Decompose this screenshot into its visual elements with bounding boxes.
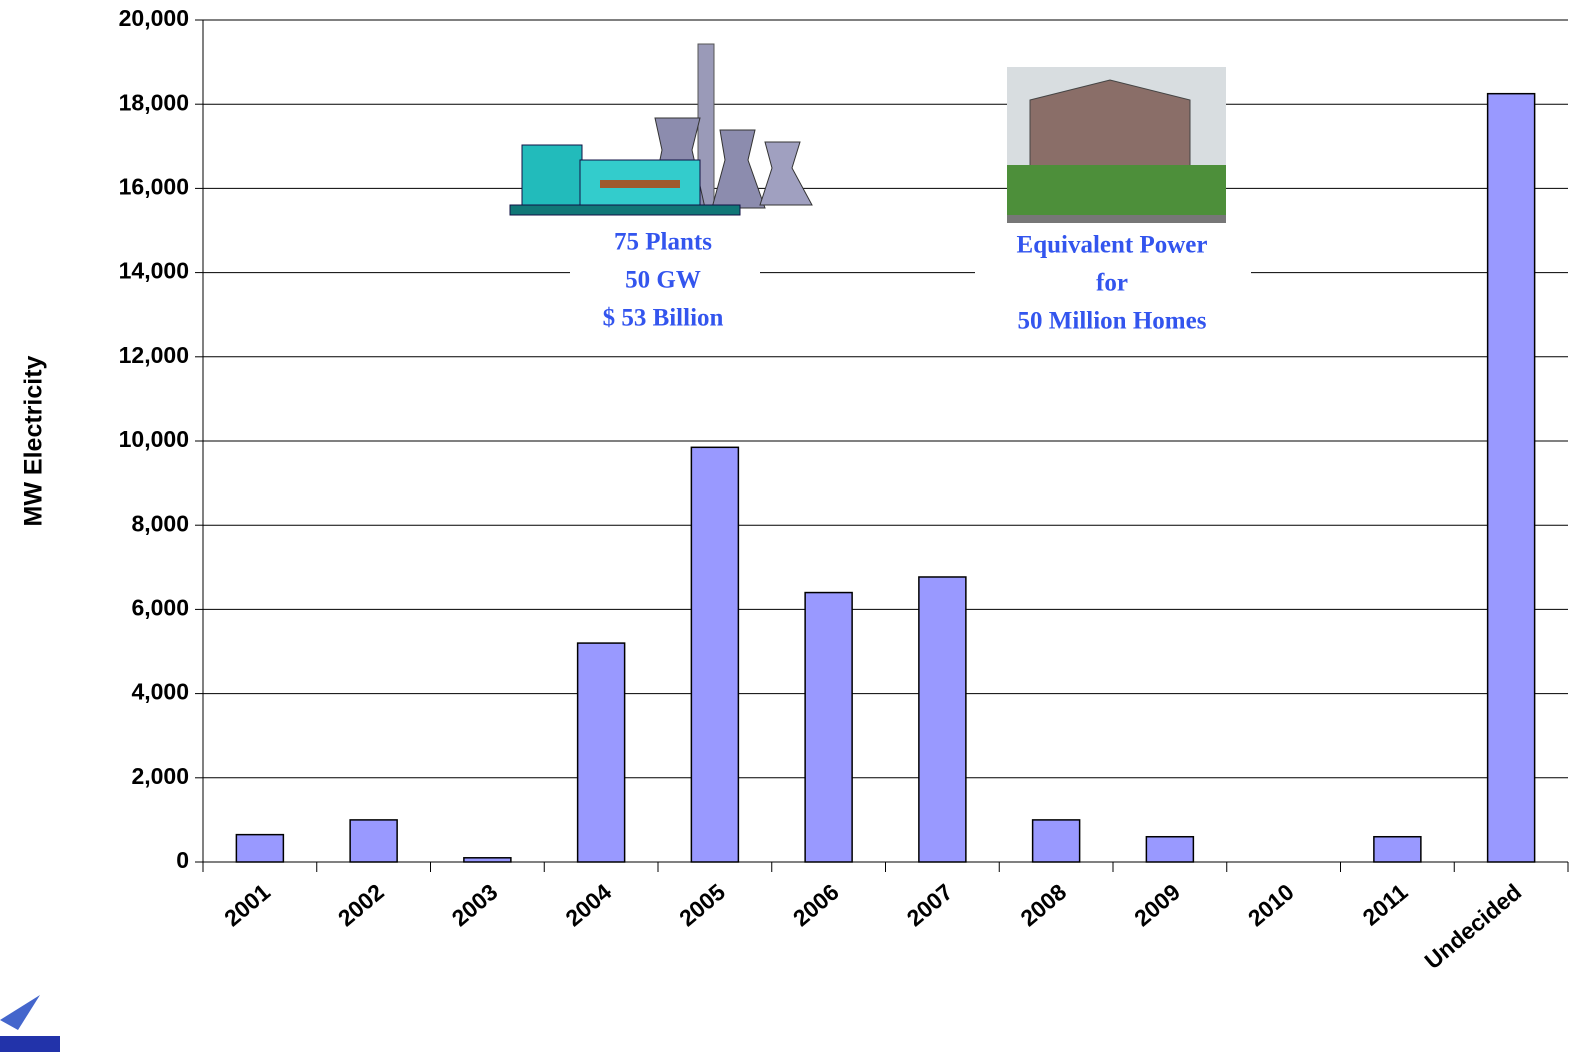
y-tick-label: 0 [176, 847, 189, 873]
bar [691, 447, 738, 862]
bar [1488, 94, 1535, 862]
annotation: Equivalent Power [1017, 232, 1208, 259]
x-tick-label: 2004 [560, 878, 616, 931]
y-tick-label: 14,000 [119, 258, 189, 284]
x-tick-label: 2009 [1129, 879, 1185, 932]
bar [236, 835, 283, 862]
annotation: 50 Million Homes [1018, 308, 1207, 335]
y-tick-label: 6,000 [131, 594, 189, 620]
bar [464, 858, 511, 862]
y-tick-label: 16,000 [119, 173, 189, 199]
bar [919, 577, 966, 862]
y-tick-label: 4,000 [131, 679, 189, 705]
y-tick-label: 8,000 [131, 510, 189, 536]
y-tick-label: 12,000 [119, 342, 189, 368]
logo [0, 995, 60, 1052]
x-tick-label: 2006 [788, 879, 844, 932]
x-tick-label: 2002 [333, 879, 389, 932]
grid [195, 20, 1568, 872]
y-axis-label: MW Electricity [20, 355, 48, 526]
bar [1033, 820, 1080, 862]
x-tick-label: 2008 [1015, 878, 1071, 931]
x-tick-label: Undecided [1419, 879, 1526, 974]
y-tick-label: 20,000 [119, 5, 189, 31]
bar [578, 643, 625, 862]
chart: 75 Plants 50 GW $ 53 Billion Equivalent … [0, 0, 1594, 1052]
x-tick-label: 2001 [219, 878, 275, 931]
x-tick-label: 2011 [1358, 878, 1413, 930]
y-tick-label: 18,000 [119, 89, 189, 115]
x-tick-label: 2010 [1243, 879, 1299, 932]
annotation: 75 Plants [614, 229, 712, 256]
annotation: $ 53 Billion [603, 305, 724, 332]
bar [350, 820, 397, 862]
annotation: for [1096, 270, 1128, 297]
annotation: 50 GW [625, 267, 701, 294]
bar [1374, 837, 1421, 862]
bar [805, 593, 852, 862]
bars [236, 94, 1534, 862]
y-tick-label: 2,000 [131, 763, 189, 789]
power-plant-image [510, 44, 812, 215]
bar [1146, 837, 1193, 862]
x-tick-label: 2007 [902, 879, 958, 932]
house-image [1007, 67, 1226, 223]
x-tick-label: 2003 [447, 879, 503, 932]
x-tick-label: 2005 [674, 878, 730, 931]
y-tick-label: 10,000 [119, 426, 189, 452]
